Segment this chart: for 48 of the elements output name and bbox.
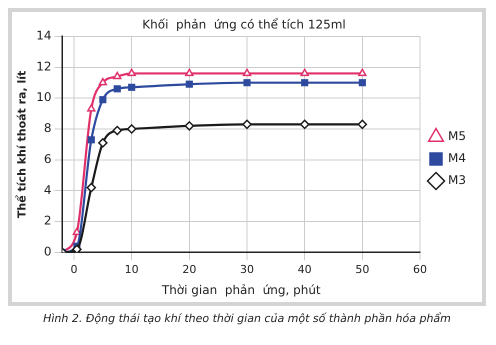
- point: [126, 124, 136, 134]
- point: [358, 68, 367, 76]
- y-tick-label: 6: [44, 152, 52, 166]
- point: [184, 121, 194, 131]
- point: [300, 120, 310, 130]
- y-tick-label: 2: [44, 214, 52, 228]
- y-axis-title: Thể tích khí thoát ra, lít: [14, 70, 28, 218]
- legend-label: M3: [448, 173, 466, 188]
- legend-label: M4: [448, 151, 466, 166]
- point: [242, 120, 252, 130]
- y-tick-label: 14: [36, 28, 52, 43]
- point: [112, 126, 122, 136]
- point: [114, 85, 121, 92]
- x-axis-title: Thời gian phản ứng, phút: [160, 282, 321, 297]
- x-tick-label: 40: [298, 262, 312, 276]
- x-tick-label: 30: [240, 262, 254, 276]
- point: [99, 96, 106, 104]
- point: [243, 79, 251, 86]
- y-tick-label: 12: [36, 59, 52, 74]
- legend-label: M5: [448, 129, 466, 144]
- x-tick-label: 20: [182, 262, 196, 276]
- point: [72, 244, 82, 252]
- y-tick-label: 0: [44, 244, 52, 259]
- point: [127, 68, 136, 76]
- point: [300, 68, 309, 76]
- point: [87, 104, 96, 112]
- x-tick-label: 60: [413, 262, 428, 276]
- point: [88, 136, 95, 144]
- point: [113, 72, 122, 80]
- x-tick-label: 10: [124, 262, 139, 276]
- point: [301, 79, 308, 86]
- text: Hình 2. Động thái tạo khí theo thời gian của một số thành phần hóa phẩm: [42, 312, 452, 325]
- x-tick-label: 50: [355, 262, 370, 276]
- point: [186, 80, 193, 88]
- chart-title: Khối phản ứng có thể tích 125ml: [142, 17, 346, 32]
- point: [86, 182, 96, 192]
- point: [98, 78, 108, 86]
- point: [98, 138, 108, 148]
- y-tick-label: 4: [44, 182, 52, 197]
- x-tick-label: 0: [70, 262, 78, 276]
- point: [128, 84, 136, 91]
- y-tick-label: 8: [44, 121, 52, 136]
- point: [185, 68, 194, 76]
- point: [72, 228, 82, 236]
- point: [358, 120, 368, 130]
- point: [358, 79, 366, 86]
- point: [242, 68, 252, 76]
- y-tick-label: 10: [36, 90, 52, 104]
